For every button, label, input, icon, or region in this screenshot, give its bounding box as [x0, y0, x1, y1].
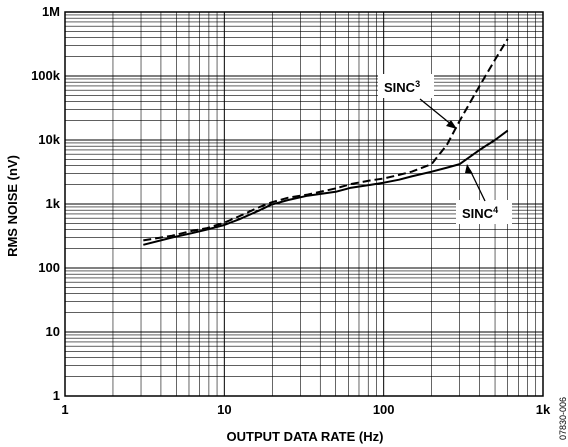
- y-tick-label: 1: [53, 388, 60, 403]
- sinc3-arrowhead-icon: [446, 120, 457, 129]
- grid: [64, 12, 543, 397]
- y-tick-label: 100k: [31, 68, 61, 83]
- series-line-sinc3: [143, 38, 509, 242]
- y-tick-label: 10: [46, 324, 60, 339]
- tick-labels: 1 10 100 1k 1 10 100 1k 10k 100k 1M: [31, 4, 551, 417]
- series-line-sinc4: [143, 129, 509, 246]
- figure-id: 07830-006: [558, 397, 568, 440]
- sinc3-label-text: SINC3: [384, 79, 420, 95]
- x-axis-title: OUTPUT DATA RATE (Hz): [227, 429, 384, 444]
- x-tick-label: 100: [373, 402, 395, 417]
- sinc4-arrow-line: [469, 169, 486, 202]
- y-tick-label: 1k: [46, 196, 61, 211]
- plot-frame: [64, 11, 544, 397]
- sinc3-label-background: [378, 74, 434, 98]
- series-lines: [143, 38, 509, 246]
- y-tick-label: 1M: [42, 4, 60, 19]
- y-tick-label: 100: [38, 260, 60, 275]
- x-tick-label: 1: [61, 402, 68, 417]
- x-tick-label: 1k: [536, 402, 551, 417]
- annotations: SINC3 SINC4: [378, 74, 512, 224]
- sinc4-arrowhead-icon: [465, 164, 473, 174]
- sinc4-label-text: SINC4: [462, 205, 498, 221]
- sinc4-label-background: [456, 200, 512, 224]
- y-axis-title: RMS NOISE (nV): [5, 155, 20, 257]
- y-tick-label: 10k: [38, 132, 60, 147]
- x-tick-label: 10: [217, 402, 231, 417]
- sinc3-label: SINC3: [378, 74, 457, 129]
- sinc4-label: SINC4: [456, 164, 512, 224]
- sinc3-arrow-line: [419, 98, 453, 126]
